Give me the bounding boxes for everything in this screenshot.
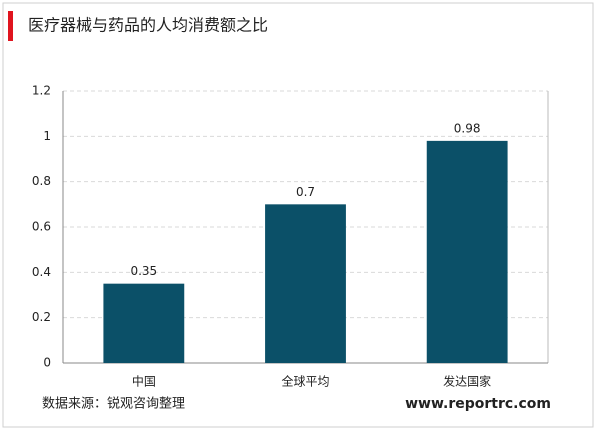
x-tick-label: 中国: [132, 374, 156, 389]
website: www.reportrc.com: [405, 396, 551, 412]
chart-title: 医疗器械与药品的人均消费额之比: [28, 16, 268, 35]
y-tick-label: 0.4: [32, 265, 51, 279]
x-tick-label: 发达国家: [443, 374, 491, 389]
y-tick-label: 1.2: [32, 84, 51, 98]
bar: [265, 204, 346, 363]
bar: [103, 283, 185, 363]
y-tick-label: 0.2: [32, 310, 51, 324]
x-tick-label: 全球平均: [281, 374, 329, 389]
y-tick-label: 0.8: [32, 174, 51, 188]
data-label: 0.7: [296, 185, 315, 199]
bar: [426, 140, 508, 363]
y-tick-label: 0.6: [32, 220, 51, 234]
data-label: 0.98: [454, 121, 481, 135]
y-tick-label: 0: [43, 356, 51, 370]
y-tick-label: 1: [43, 129, 51, 143]
title-accent: [8, 11, 13, 41]
data-label: 0.35: [130, 264, 157, 278]
source-note: 数据来源：锐观咨询整理: [42, 397, 185, 412]
